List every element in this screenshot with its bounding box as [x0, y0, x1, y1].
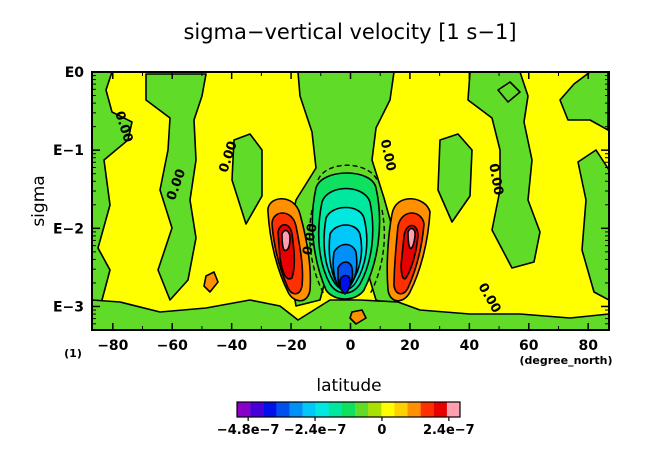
- x-tick-label: 20: [400, 338, 420, 354]
- colorbar-swatch: [407, 402, 421, 417]
- field-region-core-7: [339, 274, 351, 295]
- field-region-right-band: [437, 133, 473, 223]
- field-region-small-left: [203, 271, 219, 293]
- field-region-upper-left: [231, 133, 263, 225]
- colorbar-tick-label: −4.8e−7: [217, 423, 280, 438]
- y-axis-label: sigma: [29, 175, 49, 226]
- x-tick-label: −20: [275, 338, 306, 354]
- y-unit-label: (1): [64, 347, 82, 360]
- x-unit-label: (degree_north): [519, 354, 612, 367]
- negative-contour-line-2: [308, 209, 325, 295]
- field-region-right-lobe-4: [407, 227, 416, 250]
- colorbar-swatch: [315, 402, 330, 417]
- colorbar-swatch: [302, 402, 316, 417]
- y-axis-ticks: E0 E−1 E−2 E−3: [53, 65, 609, 331]
- x-tick-label: −40: [216, 338, 247, 354]
- field-region-left-band: [145, 73, 207, 301]
- colorbar-swatch: [328, 402, 343, 417]
- negative-contour-line-3: [369, 209, 386, 295]
- colorbar-swatch: [341, 402, 356, 417]
- colorbar-swatch: [433, 402, 448, 417]
- colorbar-swatch: [381, 402, 395, 417]
- x-tick-label: −60: [157, 338, 188, 354]
- colorbar: [236, 401, 461, 418]
- x-axis-label: latitude: [316, 376, 381, 396]
- y-tick-label: E−1: [53, 143, 84, 159]
- x-tick-label: 80: [578, 338, 598, 354]
- colorbar-tick-label: 2.4e−7: [423, 423, 475, 438]
- x-tick-label: 0: [346, 338, 356, 354]
- contour-label: 0.00: [300, 222, 320, 256]
- colorbar-swatch: [250, 402, 264, 417]
- contour-label: 0.00: [377, 138, 398, 172]
- colorbar-swatch: [446, 402, 461, 417]
- field-region-top-pocket: [497, 81, 521, 103]
- colorbar-swatch: [289, 402, 303, 417]
- y-tick-label: E0: [65, 65, 85, 81]
- chart-title: sigma−vertical velocity [1 s−1]: [183, 20, 516, 44]
- colorbar-tick-label: 0: [377, 423, 386, 438]
- field-region-far-right-column: [577, 149, 609, 301]
- y-tick-label: E−3: [53, 299, 84, 315]
- field-region-left-lobe-4: [281, 229, 291, 252]
- field-region-upper-right: [467, 72, 541, 269]
- colorbar-swatch: [368, 402, 382, 417]
- colorbar-swatch: [420, 402, 434, 417]
- colorbar-swatch: [263, 402, 277, 417]
- colorbar-ticks: −4.8e−7 −2.4e−7 0 2.4e−7: [217, 417, 475, 438]
- colorbar-swatch: [237, 402, 251, 417]
- field-region-small-bottom: [349, 309, 367, 325]
- colorbar-swatch: [394, 402, 408, 417]
- colorbar-swatch: [276, 402, 290, 417]
- contour-label: 0.00: [485, 162, 505, 196]
- x-axis-ticks: −80 −60 −40 −20 0 20 40 60 80: [97, 72, 598, 354]
- x-tick-label: −80: [97, 338, 128, 354]
- y-tick-label: E−2: [53, 221, 84, 237]
- x-tick-label: 40: [460, 338, 480, 354]
- colorbar-frame: [236, 401, 461, 418]
- colorbar-swatch: [355, 402, 369, 417]
- colorbar-tick-label: −2.4e−7: [284, 423, 347, 438]
- x-tick-label: 60: [519, 338, 539, 354]
- negative-contour-line-1: [317, 164, 379, 183]
- contour-field: [92, 72, 609, 330]
